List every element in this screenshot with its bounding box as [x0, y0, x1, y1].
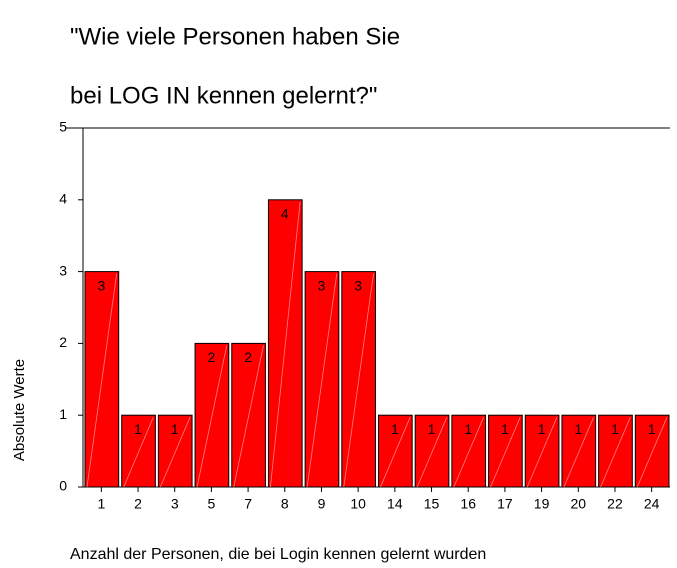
y-axis-label: Absolute Werte	[11, 359, 28, 461]
x-tick-label: 19	[534, 496, 550, 512]
chart-title: "Wie viele Personen haben Sie	[70, 23, 400, 50]
x-tick-label: 5	[208, 496, 216, 512]
bar-sheen	[270, 201, 301, 488]
y-tick-label: 5	[59, 119, 67, 135]
data-label: 1	[464, 421, 472, 437]
x-tick-label: 3	[171, 496, 179, 512]
bar-sheen	[86, 273, 118, 488]
bar-sheen	[343, 273, 374, 488]
data-label: 3	[354, 277, 362, 293]
data-label: 3	[97, 277, 105, 293]
x-tick-label: 2	[134, 496, 142, 512]
bar-sheen	[380, 417, 411, 488]
bar-sheen	[526, 417, 558, 488]
x-tick-label: 15	[424, 496, 440, 512]
chart-title: bei LOG IN kennen gelernt?"	[70, 82, 377, 109]
bar-sheen	[453, 417, 484, 488]
data-label: 1	[171, 421, 179, 437]
bar-sheen	[600, 417, 631, 488]
x-tick-label: 22	[607, 496, 623, 512]
bar-sheen	[490, 417, 521, 488]
y-tick-label: 2	[59, 334, 67, 350]
data-label: 2	[244, 349, 252, 365]
x-tick-label: 8	[281, 496, 289, 512]
y-tick-label: 0	[59, 478, 67, 494]
data-label: 1	[428, 421, 436, 437]
y-tick-label: 3	[59, 262, 67, 278]
bar-sheen	[233, 345, 264, 488]
x-tick-label: 24	[644, 496, 660, 512]
data-label: 1	[538, 421, 546, 437]
bar-sheen	[306, 273, 338, 488]
data-label: 1	[501, 421, 509, 437]
bar-sheen	[196, 345, 228, 488]
bar-sheen	[563, 417, 594, 488]
y-tick-label: 4	[59, 191, 67, 207]
x-tick-label: 1	[97, 496, 105, 512]
data-label: 1	[574, 421, 582, 437]
bar-sheen	[123, 417, 154, 488]
data-label: 1	[134, 421, 142, 437]
x-tick-label: 14	[387, 496, 403, 512]
bar	[378, 414, 413, 488]
data-label: 4	[281, 206, 289, 222]
y-tick-label: 1	[59, 406, 67, 422]
x-tick-label: 10	[350, 496, 366, 512]
data-label: 2	[208, 349, 216, 365]
data-label: 1	[611, 421, 619, 437]
bar-sheen	[416, 417, 448, 488]
x-tick-label: 7	[244, 496, 252, 512]
x-tick-label: 9	[318, 496, 326, 512]
bar-sheen	[160, 417, 191, 488]
data-label: 1	[648, 421, 656, 437]
data-label: 1	[391, 421, 399, 437]
x-axis-label: Anzahl der Personen, die bei Login kenne…	[70, 546, 486, 563]
data-label: 3	[318, 277, 326, 293]
bar-sheen	[636, 417, 668, 488]
x-tick-label: 20	[570, 496, 586, 512]
x-tick-label: 16	[460, 496, 476, 512]
x-tick-label: 17	[497, 496, 513, 512]
